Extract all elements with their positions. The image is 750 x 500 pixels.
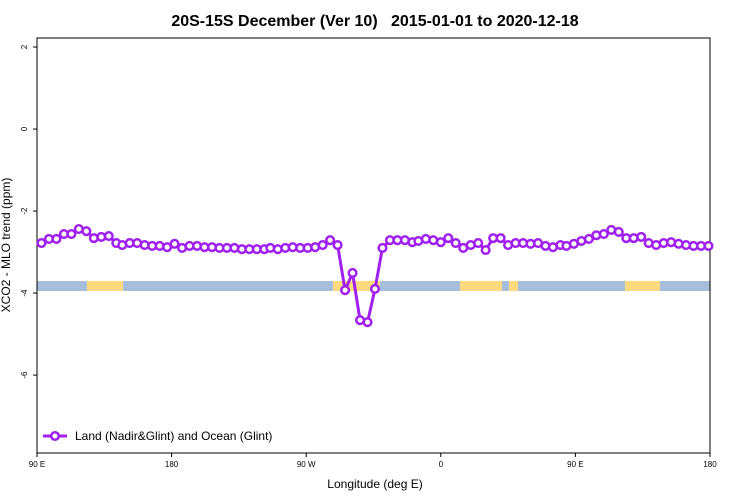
point: [81, 226, 92, 237]
point: [362, 317, 373, 328]
y-tick-label: -2: [20, 207, 29, 215]
y-tick-label: 0: [20, 126, 29, 131]
point: [377, 242, 388, 254]
point: [636, 231, 647, 242]
point: [347, 267, 358, 279]
point: [703, 240, 714, 251]
point: [369, 283, 381, 295]
legend-label: Land (Nadir&Glint) and Ocean (Glint): [75, 429, 272, 443]
point: [480, 244, 491, 256]
point: [473, 237, 484, 249]
y-tick-label: 2: [20, 44, 29, 49]
land-patch: [87, 281, 123, 291]
point: [495, 233, 506, 244]
legend-marker: [49, 430, 61, 442]
point: [435, 237, 446, 248]
x-tick-label: 90 W: [297, 460, 316, 469]
y-axis-label: XCO2 - MLO trend (ppm): [0, 178, 13, 313]
point: [325, 235, 336, 246]
point: [598, 228, 609, 240]
point: [583, 233, 594, 244]
land-patch: [333, 281, 380, 291]
x-tick-label: 180: [703, 460, 717, 469]
x-tick-label: 0: [439, 460, 444, 469]
point: [51, 233, 62, 244]
x-tick-label: 180: [165, 460, 179, 469]
land-patch: [460, 281, 502, 291]
y-tick-label: -4: [20, 289, 29, 297]
point: [340, 285, 351, 296]
land-patch: [509, 281, 518, 291]
point: [36, 237, 47, 249]
point: [103, 231, 114, 242]
point: [443, 233, 454, 244]
point: [332, 240, 343, 251]
land-patch: [625, 281, 660, 291]
x-tick-label: 90 E: [567, 460, 583, 469]
chart-title: 20S-15S December (Ver 10) 2015-01-01 to …: [171, 13, 578, 30]
point: [450, 237, 461, 249]
x-axis-label: Longitude (deg E): [327, 477, 422, 491]
point: [169, 238, 180, 249]
point: [66, 228, 77, 240]
y-tick-label: -6: [20, 371, 29, 379]
point: [317, 240, 328, 251]
point: [613, 226, 624, 238]
x-tick-label: 90 E: [29, 460, 45, 469]
